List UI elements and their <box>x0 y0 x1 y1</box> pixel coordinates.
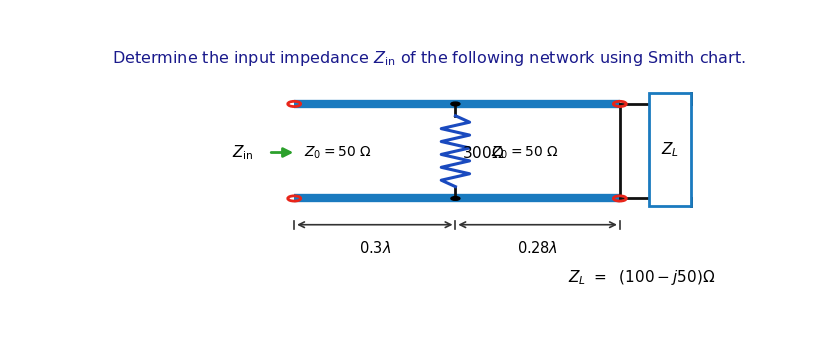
Text: $Z_0 = 50\ \Omega$: $Z_0 = 50\ \Omega$ <box>491 144 558 161</box>
Text: $Z_L\ =\ \ (100 - j50)\Omega$: $Z_L\ =\ \ (100 - j50)\Omega$ <box>568 268 716 287</box>
Text: $Z_0 = 50\ \Omega$: $Z_0 = 50\ \Omega$ <box>304 144 372 161</box>
Text: $Z_{\mathrm{in}}$: $Z_{\mathrm{in}}$ <box>232 143 254 162</box>
Text: $0.28\lambda$: $0.28\lambda$ <box>518 240 558 256</box>
Text: $Z_L$: $Z_L$ <box>661 140 679 159</box>
Circle shape <box>451 197 460 200</box>
Text: $0.3\lambda$: $0.3\lambda$ <box>359 240 391 256</box>
Circle shape <box>451 102 460 106</box>
Bar <box>649 93 691 206</box>
Text: Determine the input impedance $Z_{\mathrm{in}}$ of the following network using S: Determine the input impedance $Z_{\mathr… <box>111 49 745 68</box>
Text: $300\Omega$: $300\Omega$ <box>462 145 504 161</box>
